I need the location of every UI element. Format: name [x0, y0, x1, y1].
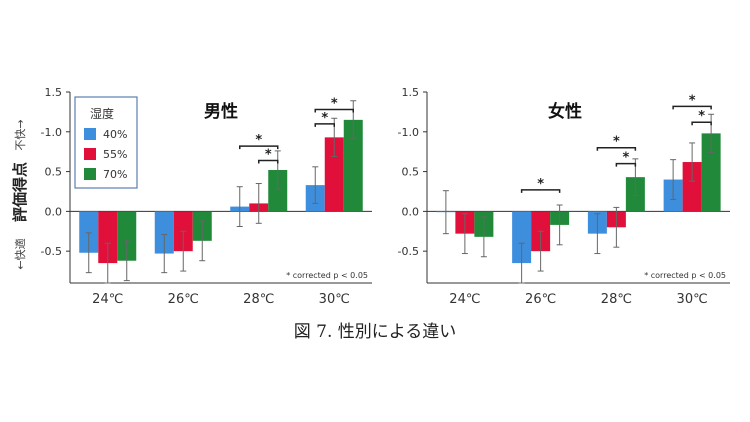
y-tick-label: 1.5: [45, 86, 63, 99]
bar: [324, 137, 344, 212]
y-tick-label: 1.5: [402, 86, 420, 99]
significance-bracket: [239, 145, 279, 150]
legend-swatch: [84, 148, 96, 160]
significance-bracket: [596, 146, 637, 151]
x-tick-label: 30℃: [677, 292, 708, 307]
y-axis-label-top: 不快→: [14, 119, 27, 150]
significance-marker: *: [689, 93, 696, 108]
significance-bracket: [314, 123, 335, 127]
bar: [343, 119, 363, 212]
bar: [154, 211, 174, 254]
significance-bracket: [691, 121, 712, 126]
x-tick-label: 26℃: [525, 292, 556, 307]
y-tick-label: -0.5: [41, 245, 62, 258]
y-axis-label-main: 評価得点: [11, 162, 29, 222]
legend-label: 55%: [103, 148, 127, 161]
significance-marker: *: [321, 111, 328, 126]
bar: [79, 211, 99, 253]
figure: 不快→ 評価得点 ←快適 1.5 -1.0 0.5 0.0 -0.5 24℃ 26℃ 28℃ 3…: [11, 86, 730, 307]
x-tick-label: 24℃: [449, 292, 480, 307]
x-tick-label: 28℃: [243, 292, 274, 307]
y-tick-label: 0.5: [45, 166, 63, 179]
bar: [268, 169, 288, 212]
legend-title: 湿度: [90, 106, 114, 121]
legend-swatch: [84, 168, 96, 180]
y-tick-label: -1.0: [41, 126, 62, 139]
x-tick-label: 30℃: [319, 292, 350, 307]
legend-swatch: [84, 128, 96, 140]
significance-marker: *: [331, 97, 338, 112]
y-tick-label: -0.5: [398, 245, 419, 258]
chart-title: 男性: [204, 101, 238, 122]
legend: 湿度 40% 55% 70%: [74, 96, 138, 189]
x-tick-label: 24℃: [92, 292, 123, 307]
x-tick-label: 26℃: [168, 292, 199, 307]
significance-bracket: [520, 189, 561, 193]
figure-caption: 図 7. 性別による違い: [293, 322, 457, 342]
y-axis-label-group: 不快→ 評価得点 ←快適: [11, 119, 29, 269]
legend-label: 40%: [103, 128, 127, 141]
bar: [701, 133, 721, 212]
legend-label: 70%: [103, 168, 127, 181]
y-axis-label-bottom: ←快適: [13, 238, 27, 269]
significance-marker: *: [537, 177, 544, 192]
x-tick-label: 28℃: [601, 292, 632, 307]
y-tick-label: 0.0: [402, 205, 420, 218]
bar: [682, 162, 702, 212]
y-tick-label: 0.5: [402, 166, 420, 179]
bar: [117, 211, 137, 261]
bar: [98, 211, 118, 264]
y-tick-label: 0.0: [45, 205, 63, 218]
significance-marker: *: [265, 147, 272, 162]
significance-bracket: [615, 162, 637, 167]
significance-marker: *: [613, 135, 620, 150]
bar: [512, 211, 532, 264]
chart-title: 女性: [548, 101, 582, 122]
significance-marker: *: [255, 133, 262, 148]
chart-panel-male: 1.5-1.00.50.0-0.524℃ 26℃ 28℃ 30℃****男性* cor…: [41, 86, 372, 307]
chart-annotation: * corrected p < 0.05: [286, 271, 368, 280]
chart-annotation: * corrected p < 0.05: [644, 271, 726, 280]
significance-marker: *: [622, 151, 629, 166]
significance-bracket: [258, 159, 279, 164]
chart-panel-female: 1.5-1.00.50.0-0.524℃ 26℃ 28℃ 30℃*****女性* co…: [398, 86, 730, 307]
significance-marker: *: [698, 109, 705, 124]
y-tick-label: -1.0: [398, 126, 419, 139]
significance-bracket: [672, 105, 712, 110]
significance-bracket: [314, 108, 354, 113]
